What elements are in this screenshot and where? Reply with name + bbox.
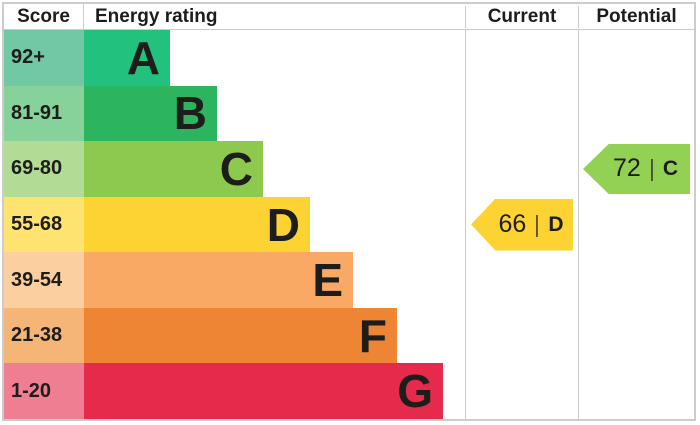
energy-rating-cell: A [84,30,465,86]
current-cell: 66 | D [465,196,578,253]
energy-rating-cell: E [84,252,465,308]
rating-letter: A [126,31,160,84]
current-cell [465,252,578,308]
potential-indicator: 72 | C [583,143,690,194]
energy-rating-cell: D [84,196,465,253]
current-band-letter: D [548,212,564,236]
score-cell: 1-20 [4,363,84,420]
rating-letter: F [358,309,387,362]
potential-cell [578,307,694,364]
energy-rating-cell: G [84,363,465,420]
current-score: 66 [498,210,527,239]
current-cell [465,30,578,86]
current-indicator: 66 | D [471,198,573,251]
score-range-label: 81-91 [11,101,63,124]
rating-bar: A [84,30,170,86]
rating-bar: B [84,85,217,142]
rating-letter: G [397,365,433,418]
potential-cell [578,85,694,142]
rating-row-a: 92+ A [4,30,694,86]
rating-row-e: 39-54 E [4,252,694,308]
score-cell: 69-80 [4,141,84,197]
energy-rating-cell: B [84,85,465,142]
rating-bar: E [84,252,353,308]
score-cell: 92+ [4,30,84,86]
potential-separator: | [649,155,654,182]
current-cell [465,363,578,420]
potential-cell [578,363,694,420]
score-range-label: 92+ [11,46,45,69]
current-separator: | [535,211,540,238]
score-cell: 21-38 [4,307,84,364]
score-range-label: 55-68 [11,213,63,236]
rating-row-d: 55-68 D 66 | D [4,196,694,253]
score-cell: 81-91 [4,85,84,142]
header-current: Current [465,5,578,28]
rating-letter: E [312,254,343,307]
rating-bar: F [84,307,397,364]
rating-bar: C [84,141,263,197]
rating-letter: B [173,87,207,140]
potential-cell [578,30,694,86]
header-score: Score [4,4,84,29]
rating-row-c: 69-80 C 72 | C [4,141,694,197]
score-range-label: 21-38 [11,324,63,347]
score-range-label: 39-54 [11,268,63,291]
header-energy-rating: Energy rating [95,5,218,27]
score-range-label: 69-80 [11,157,63,180]
potential-cell [578,196,694,253]
rating-letter: C [219,142,253,195]
energy-rating-cell: C [84,141,465,197]
rating-bar: D [84,196,310,253]
rating-row-g: 1-20 G [4,363,694,420]
current-cell [465,141,578,197]
potential-band-letter: C [662,156,678,180]
header-potential: Potential [578,5,694,28]
potential-score: 72 [613,154,641,183]
epc-rating-chart: Score Energy rating Current Potential 92… [2,2,696,421]
current-cell [465,85,578,142]
potential-cell [578,252,694,308]
header-row: Score Energy rating Current Potential [4,4,694,30]
rating-row-f: 21-38 F [4,307,694,364]
score-cell: 39-54 [4,252,84,308]
current-cell [465,307,578,364]
score-cell: 55-68 [4,196,84,253]
score-range-label: 1-20 [11,379,52,402]
rating-letter: D [266,198,300,251]
potential-cell: 72 | C [578,141,694,197]
rating-bar: G [84,363,443,420]
energy-rating-cell: F [84,307,465,364]
rating-row-b: 81-91 B [4,85,694,142]
